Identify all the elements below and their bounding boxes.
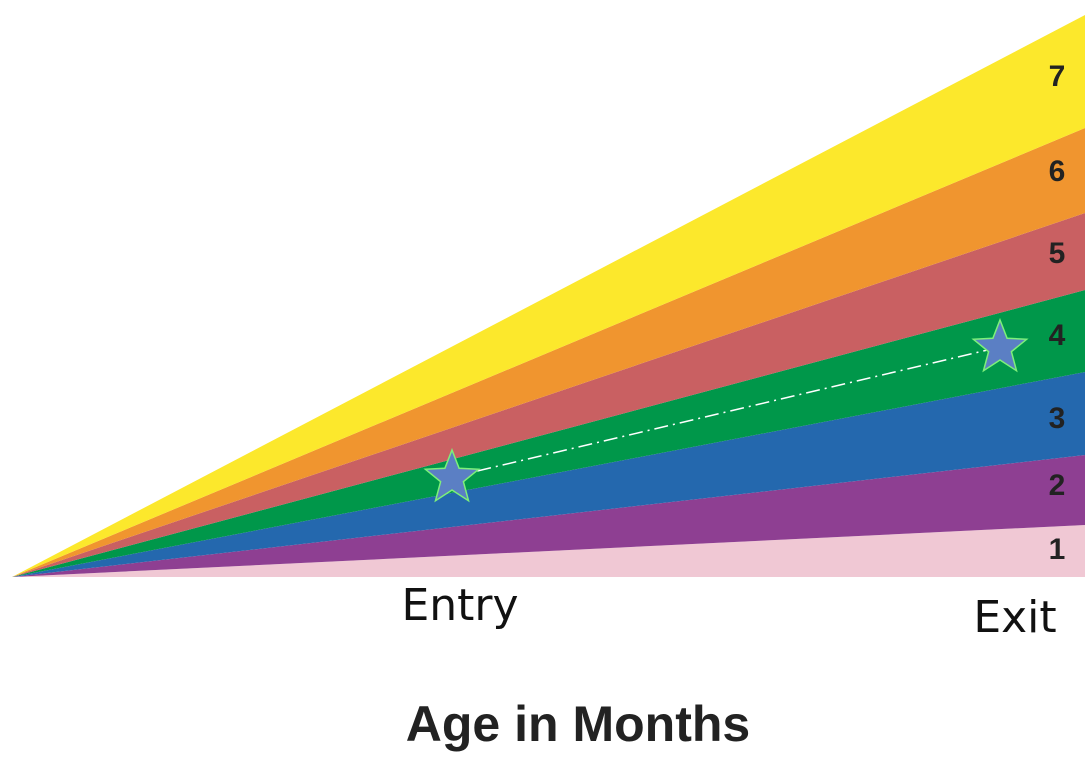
band (12, 15, 1085, 577)
entry-star (423, 447, 481, 503)
axis-title: Age in Months (406, 696, 750, 752)
band-label: 6 (1049, 155, 1066, 188)
band-label: 3 (1049, 402, 1066, 435)
band-label: 2 (1049, 469, 1066, 502)
exit-label: Exit (973, 592, 1056, 643)
band-label: 4 (1049, 319, 1066, 352)
entry-label: Entry (401, 580, 518, 631)
bands (12, 15, 1085, 577)
exit-star (971, 317, 1029, 373)
band-label: 7 (1049, 60, 1066, 93)
trajectory-line (451, 346, 1001, 478)
band-label: 5 (1049, 237, 1066, 270)
band-label: 1 (1049, 533, 1066, 566)
